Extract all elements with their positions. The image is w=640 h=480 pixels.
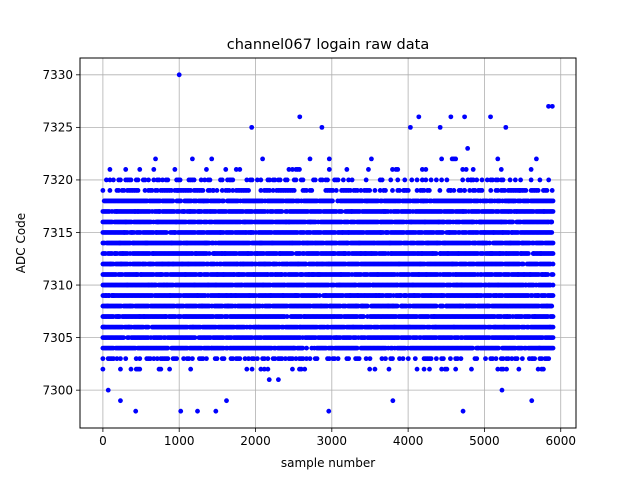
data-point (330, 198, 335, 204)
data-point (192, 335, 198, 340)
data-point (550, 314, 556, 319)
data-points (100, 72, 556, 414)
data-point (317, 293, 322, 298)
data-point (550, 293, 556, 298)
data-point (550, 209, 556, 214)
data-point (549, 219, 555, 225)
data-point (496, 345, 501, 351)
data-point (550, 282, 556, 288)
data-point (361, 314, 367, 319)
data-point (354, 345, 360, 351)
data-point (550, 261, 556, 267)
data-point (304, 345, 309, 351)
data-point (145, 324, 151, 330)
data-point (266, 377, 272, 383)
data-point (550, 240, 556, 246)
data-point (550, 272, 556, 277)
data-point (440, 303, 446, 309)
data-point (365, 303, 370, 309)
data-point (550, 345, 556, 351)
data-point (427, 366, 432, 372)
data-point (465, 146, 471, 151)
data-point (525, 251, 531, 256)
data-point (367, 356, 373, 362)
data-point (549, 303, 555, 309)
data-point (121, 335, 127, 340)
data-point (470, 345, 475, 351)
data-point (550, 335, 556, 340)
data-point (300, 345, 306, 351)
data-point (366, 167, 371, 172)
data-point (284, 314, 290, 319)
data-point (276, 377, 281, 383)
data-point (394, 303, 400, 309)
data-point (550, 324, 556, 330)
data-point (550, 251, 556, 256)
data-point (549, 230, 555, 235)
data-point (433, 303, 439, 309)
data-point (165, 345, 171, 351)
